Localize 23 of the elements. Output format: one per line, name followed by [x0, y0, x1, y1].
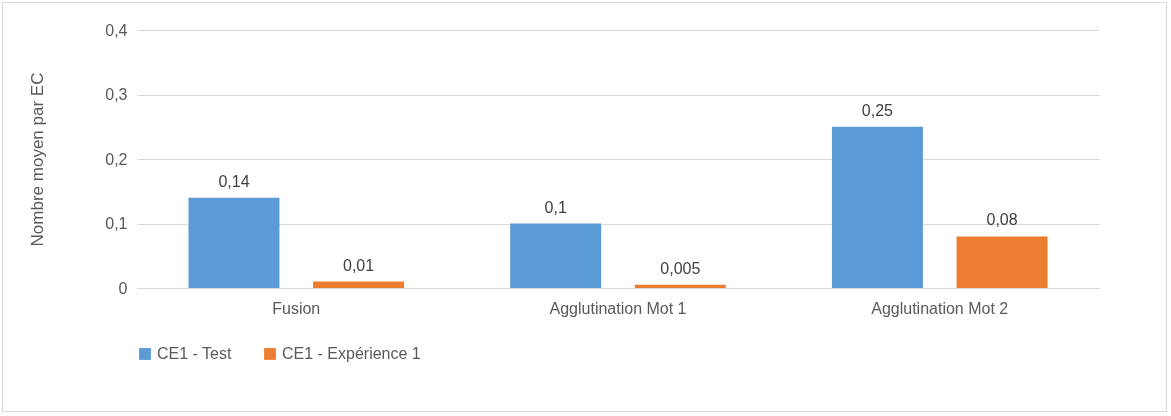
- x-tick-label: Fusion: [272, 299, 321, 317]
- bar: [831, 126, 923, 288]
- x-tick-label: Agglutination Mot 1: [549, 299, 687, 317]
- legend-label: CE1 - Expérience 1: [282, 345, 421, 362]
- data-label: 0,01: [342, 256, 375, 274]
- bar: [313, 281, 405, 288]
- y-tick-label: 0,3: [105, 86, 128, 103]
- data-label: 0,1: [544, 198, 567, 216]
- y-tick-label: 0,4: [105, 21, 128, 39]
- data-label: 0,14: [218, 172, 250, 190]
- y-tick-label: 0,1: [105, 215, 128, 232]
- y-tick-label: 0: [118, 279, 128, 297]
- y-axis-title: Nombre moyen par EC: [28, 72, 48, 247]
- y-tick-label: 0,2: [105, 150, 128, 168]
- bar: [956, 236, 1048, 288]
- x-tick-label: Agglutination Mot 2: [871, 299, 1009, 317]
- bar: [634, 284, 726, 288]
- legend-label: CE1 - Test: [157, 345, 232, 362]
- data-label: 0,005: [660, 259, 701, 277]
- bar: [188, 197, 280, 288]
- bar: [510, 223, 602, 288]
- data-label: 0,08: [986, 211, 1018, 229]
- data-label: 0,25: [861, 101, 894, 119]
